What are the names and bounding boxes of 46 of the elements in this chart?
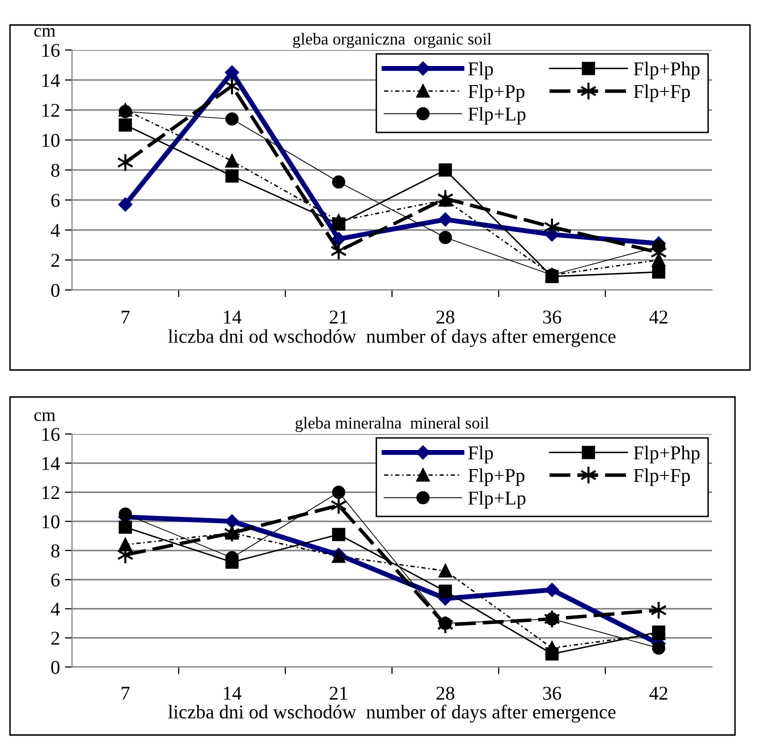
- x-axis-title: liczba dni od wschodów number of days after emergence: [168, 329, 616, 347]
- y-tick-label: 12: [42, 486, 60, 499]
- y-tick-label: 8: [51, 544, 60, 558]
- legend-label: Flp: [468, 62, 493, 80]
- x-axis-title: liczba dni od wschodów number of days after emergence: [168, 704, 616, 723]
- y-tick-label: 10: [42, 134, 60, 147]
- legend-label: Flp+Pp: [468, 468, 524, 486]
- x-tick-label: 42: [649, 686, 668, 700]
- x-tick-label: 28: [436, 310, 454, 324]
- chart-title: gleba mineralna mineral soil: [296, 416, 489, 432]
- y-tick-label: 12: [42, 104, 60, 117]
- legend-label: Flp+Php: [634, 446, 700, 464]
- x-tick-label: 21: [330, 310, 348, 324]
- y-tick-label: 16: [42, 428, 60, 441]
- y-tick-label: 14: [42, 74, 60, 87]
- y-tick-label: 14: [42, 457, 60, 470]
- legend-label: Flp+Pp: [468, 84, 524, 102]
- legend-label: Flp: [468, 446, 493, 464]
- y-tick-label: 8: [51, 164, 60, 177]
- legend-label: Flp+Fp: [634, 84, 690, 102]
- y-tick-label: 6: [51, 573, 60, 587]
- legend-label: Flp+Fp: [634, 468, 690, 486]
- x-tick-label: 14: [224, 310, 242, 324]
- chart-title: gleba organiczna organic soil: [293, 32, 492, 48]
- x-tick-label: 28: [436, 686, 454, 700]
- y-axis-title: cm: [34, 412, 56, 422]
- y-tick-label: 0: [51, 284, 60, 297]
- x-tick-label: 7: [122, 310, 130, 324]
- legend-label: Flp+Lp: [468, 491, 526, 509]
- y-tick-label: 2: [51, 632, 60, 645]
- legend-label: Flp+Lp: [468, 107, 526, 125]
- y-tick-label: 6: [51, 194, 60, 207]
- y-tick-label: 16: [42, 44, 60, 57]
- y-tick-label: 4: [50, 224, 60, 237]
- y-tick-label: 10: [42, 515, 60, 528]
- x-tick-label: 36: [543, 310, 562, 324]
- x-tick-label: 14: [224, 686, 242, 700]
- y-tick-label: 4: [50, 602, 60, 616]
- y-tick-label: 2: [51, 254, 60, 267]
- x-tick-label: 42: [649, 310, 668, 324]
- x-tick-label: 7: [122, 686, 130, 700]
- x-tick-label: 36: [543, 686, 562, 700]
- x-tick-label: 21: [330, 686, 348, 700]
- y-axis-title: cm: [34, 28, 56, 37]
- legend-label: Flp+Php: [634, 62, 700, 80]
- y-tick-label: 0: [51, 660, 60, 674]
